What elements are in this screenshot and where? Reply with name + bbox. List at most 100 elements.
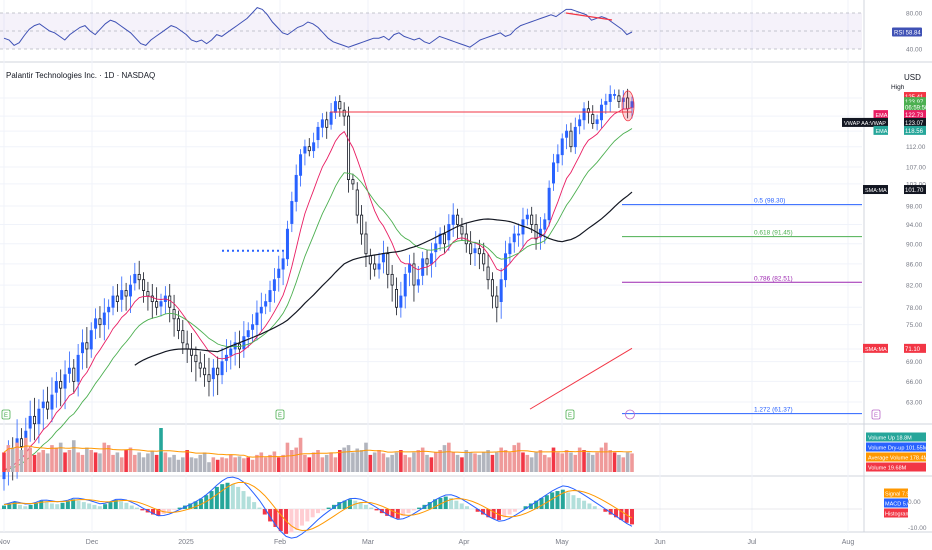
volume-legend-tag: [866, 442, 926, 452]
candle-body: [447, 224, 451, 241]
candle-body: [582, 108, 586, 121]
volume-bar: [63, 452, 67, 472]
candle-body: [591, 114, 595, 124]
volume-bar: [185, 450, 189, 472]
candle-body: [552, 162, 556, 184]
macd-histogram-bar: [486, 509, 491, 518]
macd-histogram-bar: [241, 491, 246, 509]
candle-body: [373, 263, 377, 270]
macd-histogram-bar: [342, 500, 347, 509]
macd-tick-label: 0.00: [908, 499, 921, 506]
candle-body: [28, 415, 32, 429]
time-tick-label: Apr: [459, 539, 471, 546]
macd-histogram-bar: [294, 509, 299, 530]
indicator-name-text: EMA: [876, 129, 888, 135]
price-tag-text: 101.70: [905, 188, 924, 194]
macd-histogram-bar: [177, 507, 182, 509]
macd-histogram-bar: [81, 502, 86, 509]
price-panel[interactable]: 0.5 (98.30) 0.618 (91.45) 0.786 (82.51) 1.2…: [1, 85, 881, 491]
price-tick-label: 90.00: [906, 241, 923, 248]
candle-body: [508, 243, 512, 255]
macd-histogram-bar: [534, 500, 539, 509]
time-axis[interactable]: Nov Dec 2025 Feb Mar Apr May Jun Jul Aug: [0, 539, 854, 546]
candle-body: [107, 306, 111, 313]
indicator-name-text: SMA:MA: [865, 347, 887, 353]
candle-body: [569, 130, 573, 148]
candle-body: [364, 233, 368, 255]
volume-bar: [124, 450, 128, 472]
volume-bar: [176, 459, 181, 472]
volume-bar: [54, 447, 59, 472]
average-volume-line: [3, 445, 633, 458]
macd-histogram-bar: [151, 509, 156, 515]
volume-bar: [403, 454, 408, 472]
volume-bar: [137, 452, 141, 472]
macd-histogram-bar: [427, 502, 432, 509]
macd-histogram-bar: [124, 502, 129, 509]
volume-bar: [604, 442, 608, 472]
macd-histogram-bar: [411, 509, 416, 511]
volume-bar: [521, 452, 525, 472]
volume-bar: [394, 452, 399, 472]
candle-body: [525, 214, 529, 220]
candle-body: [355, 189, 359, 216]
volume-bar: [133, 454, 137, 472]
volume-legend-text: Average Volume 178.4M: [868, 456, 929, 462]
macd-histogram-bar: [550, 492, 555, 509]
macd-histogram-bar: [305, 509, 310, 522]
macd-histogram-bar: [76, 500, 81, 509]
volume-bar: [41, 450, 46, 472]
macd-histogram-bar: [28, 504, 33, 509]
time-tick-label: Mar: [362, 539, 375, 546]
candle-body: [85, 342, 89, 350]
macd-legend-text: Signal 7.92: [885, 492, 913, 498]
macd-histogram-bar: [262, 509, 267, 515]
volume-bar: [154, 454, 159, 472]
macd-histogram-bar: [619, 509, 624, 521]
candle-body: [399, 295, 403, 308]
candle-body: [281, 258, 285, 270]
macd-histogram-bar: [44, 502, 49, 509]
volume-bar: [259, 452, 264, 472]
candle-body: [133, 273, 137, 284]
earnings-marker-letter: E: [568, 413, 572, 419]
time-tick-label: Dec: [86, 539, 99, 546]
volume-bar: [556, 452, 560, 472]
volume-bar: [316, 450, 320, 472]
fib-level-label: 0.786 (82.51): [754, 275, 793, 282]
earnings-marker-letter: E: [4, 413, 8, 419]
volume-bar: [102, 442, 107, 472]
volume-bar: [10, 447, 15, 472]
macd-histogram-bar: [555, 491, 560, 509]
price-tag: [904, 102, 926, 112]
volume-legend-text: Volume Dry-up 101.55M: [868, 446, 928, 452]
volume-panel[interactable]: [2, 428, 634, 472]
rsi-panel[interactable]: [0, 7, 862, 50]
volume-bar: [324, 454, 329, 472]
macd-histogram-bar: [363, 504, 368, 509]
candle-body: [150, 295, 154, 303]
macd-histogram-bar: [385, 509, 390, 516]
time-tick-label: 2025: [178, 539, 194, 546]
candle-body: [194, 354, 198, 363]
volume-bar: [516, 442, 521, 472]
macd-histogram-bar: [523, 506, 528, 509]
indicator-name-tag: [873, 110, 888, 120]
macd-histogram-bar: [337, 502, 342, 509]
macd-panel[interactable]: [0, 476, 862, 539]
candle-body: [403, 273, 407, 297]
volume-bar: [534, 452, 538, 472]
candle-body: [98, 318, 102, 326]
volume-bar: [477, 454, 482, 472]
volume-bar: [111, 454, 115, 472]
volume-bar: [625, 452, 630, 472]
candle-body: [617, 95, 621, 102]
candle-body: [285, 228, 289, 260]
volume-bar: [207, 462, 211, 472]
macd-histogram-bar: [571, 495, 576, 509]
price-tag-text: 122.73: [905, 113, 924, 119]
candle-body: [181, 330, 185, 344]
volume-bar: [390, 454, 394, 472]
